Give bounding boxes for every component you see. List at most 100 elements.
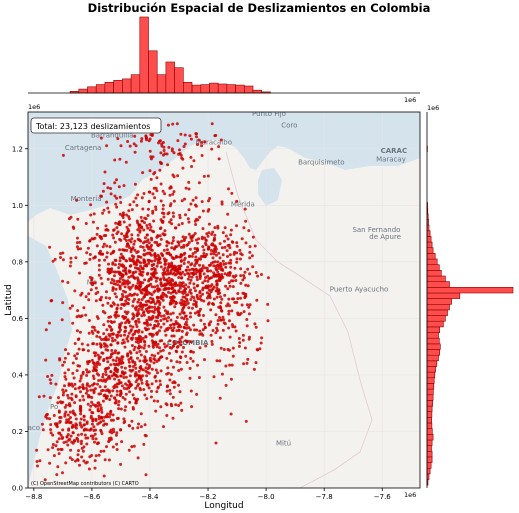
landslide-point: [228, 284, 232, 288]
landslide-point: [204, 276, 207, 280]
landslide-point: [127, 379, 131, 383]
total-label: Total: 23,123 deslizamientos: [35, 122, 150, 131]
landslide-point: [162, 248, 166, 252]
landslide-point: [83, 261, 87, 265]
landslide-point: [169, 186, 173, 190]
right-hist-bar: [426, 377, 435, 384]
landslide-point: [217, 157, 221, 161]
landslide-point: [159, 282, 163, 286]
landslide-point: [177, 223, 181, 227]
landslide-point: [260, 273, 263, 276]
landslide-point: [239, 281, 243, 285]
landslide-point: [187, 180, 191, 184]
landslide-point: [108, 245, 112, 249]
landslide-point: [74, 417, 78, 421]
landslide-point: [198, 215, 202, 219]
landslide-point: [176, 340, 180, 344]
landslide-point: [113, 194, 117, 198]
landslide-point: [191, 350, 195, 354]
landslide-point: [178, 286, 182, 290]
landslide-point: [191, 198, 195, 202]
landslide-point: [166, 371, 170, 375]
landslide-point: [169, 291, 173, 295]
landslide-point: [109, 281, 113, 285]
landslide-point: [181, 166, 185, 170]
landslide-point: [202, 248, 206, 252]
landslide-point: [167, 211, 171, 215]
landslide-point: [71, 225, 75, 229]
landslide-point: [148, 318, 151, 321]
landslide-point: [164, 333, 168, 337]
landslide-point: [128, 223, 132, 227]
landslide-point: [49, 431, 53, 435]
landslide-point: [178, 284, 182, 288]
landslide-point: [186, 243, 190, 246]
landslide-point: [203, 255, 207, 259]
landslide-point: [151, 211, 155, 215]
landslide-point: [195, 217, 198, 221]
right-hist-bar: [426, 309, 448, 316]
landslide-point: [145, 137, 148, 140]
landslide-point: [152, 399, 156, 403]
right-hist-bar: [426, 326, 440, 333]
landslide-point: [162, 215, 166, 219]
top-hist-exponent-label: 1e6: [404, 96, 416, 104]
landslide-point: [89, 213, 93, 217]
landslide-point: [170, 255, 174, 259]
landslide-point: [68, 264, 72, 268]
landslide-point: [154, 315, 158, 319]
landslide-point: [138, 230, 142, 234]
landslide-point: [139, 273, 143, 277]
landslide-point: [243, 296, 247, 300]
landslide-point: [227, 297, 231, 301]
landslide-point: [138, 338, 142, 342]
landslide-point: [69, 215, 73, 219]
landslide-point: [115, 448, 119, 451]
landslide-point: [99, 194, 103, 198]
landslide-point: [184, 268, 188, 272]
landslide-point: [245, 324, 249, 328]
landslide-point: [101, 245, 105, 249]
landslide-point: [207, 277, 211, 281]
right-hist-bar: [426, 258, 438, 265]
landslide-point: [42, 394, 46, 398]
landslide-point: [105, 445, 108, 449]
landslide-point: [119, 144, 123, 148]
landslide-point: [200, 154, 204, 157]
landslide-point: [147, 283, 151, 287]
landslide-point: [79, 374, 83, 378]
landslide-point: [120, 355, 124, 359]
landslide-point: [169, 402, 173, 406]
landslide-point: [148, 305, 152, 309]
landslide-point: [171, 294, 175, 298]
landslide-point: [140, 298, 144, 301]
landslide-point: [64, 348, 67, 352]
landslide-point: [96, 330, 100, 334]
landslide-point: [87, 298, 91, 302]
landslide-point: [158, 303, 162, 307]
landslide-point: [107, 458, 111, 462]
landslide-point: [128, 350, 132, 354]
landslide-point: [154, 279, 158, 283]
top-hist-bar: [122, 78, 132, 94]
landslide-point: [65, 435, 69, 439]
landslide-point: [90, 237, 94, 241]
top-hist-bar: [209, 82, 219, 94]
landslide-point: [241, 338, 245, 342]
landslide-point: [136, 228, 140, 232]
right-hist-bar: [426, 315, 446, 322]
landslide-point: [84, 436, 88, 440]
landslide-point: [148, 292, 152, 296]
landslide-point: [231, 285, 235, 289]
landslide-point: [163, 192, 167, 196]
landslide-point: [116, 230, 120, 234]
landslide-point: [182, 262, 186, 265]
chart-title: Distribución Espacial de Deslizamientos …: [88, 1, 431, 15]
landslide-point: [238, 248, 242, 252]
landslide-point: [68, 456, 72, 460]
landslide-point: [124, 405, 128, 409]
landslide-point: [92, 377, 96, 380]
landslide-point: [128, 292, 132, 296]
landslide-point: [251, 235, 255, 239]
landslide-point: [63, 384, 66, 388]
